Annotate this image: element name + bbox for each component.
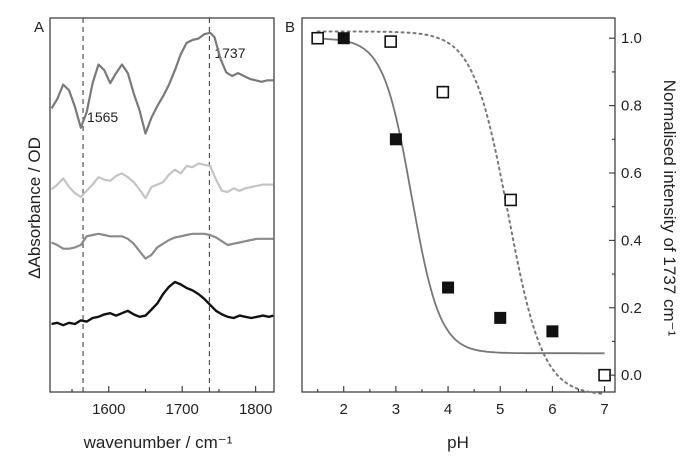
- fit-curve-dotted: [316, 30, 606, 395]
- panel-b-letter: B: [285, 19, 295, 36]
- fit-curve-solid: [317, 37, 605, 355]
- x-tick-label: 1800: [239, 401, 272, 418]
- x-tick-label: 3: [392, 401, 400, 418]
- panel-a-y-label: ΔAbsorbance / OD: [25, 137, 44, 279]
- spectrum-line-2: [50, 162, 274, 200]
- panel-b-fit-curves: [316, 30, 606, 395]
- open-square-point: [384, 35, 397, 48]
- panel-b-frame: [301, 17, 616, 393]
- marker-label-1737: 1737: [214, 45, 245, 61]
- y-tick-label: 0.0: [621, 367, 642, 384]
- panel-b-data-points: [311, 31, 611, 382]
- x-tick-label: 2: [340, 401, 348, 418]
- panel-a-series: [50, 31, 274, 327]
- x-tick-label: 5: [496, 401, 504, 418]
- open-square-point: [598, 368, 611, 382]
- panel-b-y-ticks: 0.0 0.2 0.4 0.6 0.8 1.0: [609, 30, 642, 384]
- panel-a: A 1565 1737 1600 1700 1800 wavenumber / cm⁻…: [25, 17, 275, 452]
- panel-a-letter: A: [34, 19, 44, 36]
- panel-a-markers: 1565 1737: [82, 18, 246, 392]
- panel-a-x-label: wavenumber / cm⁻¹: [83, 433, 233, 452]
- spectrum-line-1: [50, 31, 274, 135]
- marker-label-1565: 1565: [87, 109, 118, 125]
- filled-square-point: [389, 133, 402, 146]
- panel-b: B 2 3 4 5 6 7 0.0 0.2 0.4 0.6 0.8 1.0 pH Normalise…: [285, 17, 679, 452]
- x-tick-label: 7: [600, 401, 608, 418]
- spectrum-line-3: [51, 232, 274, 260]
- x-tick-label: 1700: [166, 401, 199, 418]
- filled-square-point: [546, 325, 559, 338]
- filled-square-point: [494, 311, 507, 324]
- y-tick-label: 0.8: [621, 98, 642, 115]
- y-tick-label: 1.0: [621, 30, 642, 47]
- x-tick-label: 4: [444, 401, 452, 418]
- panel-a-x-ticks: 1600 1700 1800: [71, 386, 272, 418]
- open-square-point: [436, 85, 450, 99]
- panel-b-y-label: Normalised intensity of 1737 cm⁻¹: [660, 80, 679, 337]
- panel-b-x-ticks: 2 3 4 5 6 7: [317, 386, 609, 418]
- open-square-point: [311, 31, 324, 45]
- open-square-point: [504, 193, 517, 207]
- y-tick-label: 0.4: [621, 232, 642, 249]
- y-tick-label: 0.2: [621, 300, 642, 317]
- panel-a-frame: [49, 17, 275, 393]
- panel-b-x-label: pH: [447, 433, 469, 452]
- x-tick-label: 1600: [92, 401, 125, 418]
- spectrum-line-4: [51, 280, 274, 327]
- filled-square-point: [442, 281, 455, 294]
- filled-square-point: [337, 32, 350, 45]
- y-tick-label: 0.6: [621, 165, 642, 182]
- x-tick-label: 6: [548, 401, 556, 418]
